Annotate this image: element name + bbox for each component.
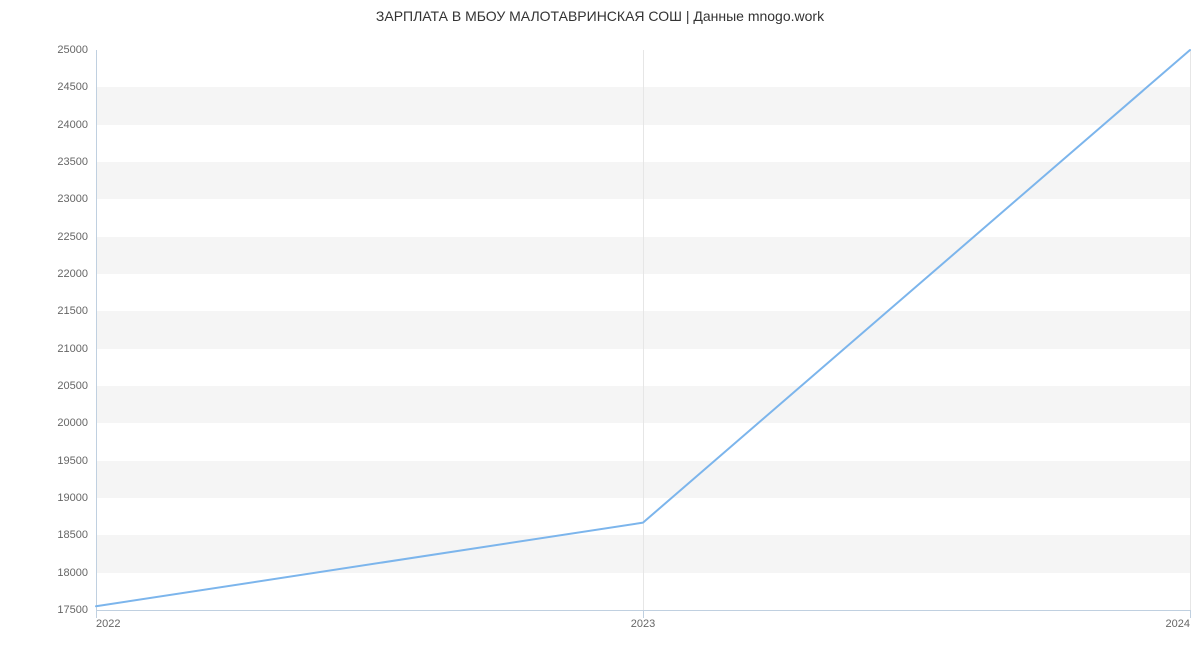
y-tick-label: 20500 xyxy=(57,380,96,392)
chart-title: ЗАРПЛАТА В МБОУ МАЛОТАВРИНСКАЯ СОШ | Дан… xyxy=(0,8,1200,24)
y-tick-label: 23500 xyxy=(57,156,96,168)
plot-area: 1750018000185001900019500200002050021000… xyxy=(96,50,1190,610)
series-line-salary xyxy=(96,50,1190,606)
y-tick-label: 25000 xyxy=(57,44,96,56)
x-tick-label: 2023 xyxy=(631,610,655,630)
x-tick-mark xyxy=(1190,610,1191,618)
x-gridline xyxy=(1190,50,1191,610)
y-tick-label: 22500 xyxy=(57,231,96,243)
y-tick-label: 24000 xyxy=(57,119,96,131)
y-tick-label: 22000 xyxy=(57,268,96,280)
y-tick-label: 18500 xyxy=(57,529,96,541)
y-tick-label: 23000 xyxy=(57,193,96,205)
y-tick-label: 19500 xyxy=(57,455,96,467)
y-tick-label: 19000 xyxy=(57,492,96,504)
salary-line-chart: ЗАРПЛАТА В МБОУ МАЛОТАВРИНСКАЯ СОШ | Дан… xyxy=(0,0,1200,650)
y-tick-label: 24500 xyxy=(57,81,96,93)
x-tick-label: 2024 xyxy=(1166,610,1190,630)
y-tick-label: 21500 xyxy=(57,305,96,317)
y-tick-label: 21000 xyxy=(57,343,96,355)
series-layer xyxy=(96,50,1190,610)
x-tick-label: 2022 xyxy=(96,610,120,630)
y-tick-label: 18000 xyxy=(57,567,96,579)
y-tick-label: 20000 xyxy=(57,417,96,429)
y-tick-label: 17500 xyxy=(57,604,96,616)
